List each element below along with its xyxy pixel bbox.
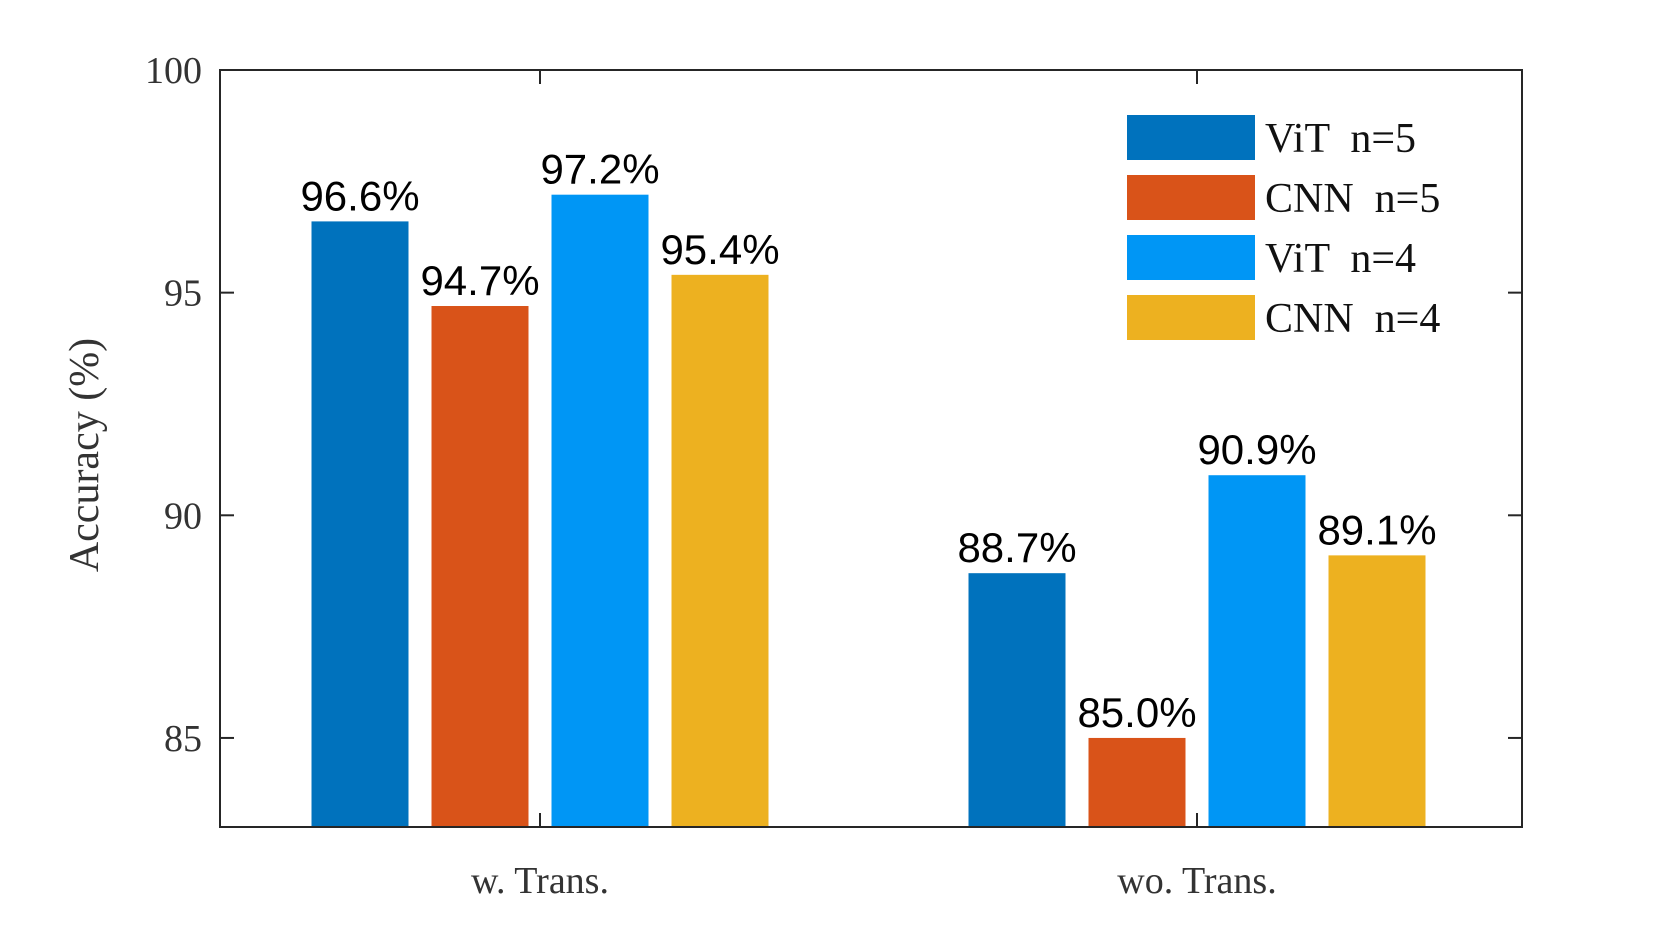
y-axis-title: Accuracy (%) [62,338,108,572]
data-label: 85.0% [1077,689,1196,736]
y-tick-label: 90 [164,495,202,537]
x-tick-labels-group: w. Trans. wo. Trans. [471,860,1277,902]
data-label: 88.7% [957,524,1076,571]
bar [431,306,529,828]
bar [968,573,1066,827]
bar [1208,475,1306,827]
data-label: 95.4% [660,226,779,273]
bar [311,221,409,827]
bar [551,194,649,827]
data-label: 90.9% [1197,426,1316,473]
legend-swatch [1127,235,1255,280]
legend-swatch [1127,175,1255,220]
y-tick-label: 100 [145,50,202,92]
y-tick-label: 95 [164,273,202,315]
bar [1088,737,1186,827]
bar [671,274,769,827]
bar [1328,555,1426,827]
legend: ViT n=5 CNN n=5 ViT n=4 CNN n=4 [1127,115,1440,342]
legend-label: CNN n=5 [1265,176,1440,222]
data-label: 94.7% [420,257,539,304]
bars-group [311,194,1426,828]
y-tick-labels-group: 85 90 95 100 [145,50,202,760]
legend-label: CNN n=4 [1265,296,1440,342]
data-label: 89.1% [1317,506,1436,553]
y-tick-label: 85 [164,718,202,760]
plot-frame [219,69,1523,828]
data-labels-group: 96.6% 88.7% 94.7% 85.0% 97.2% 90.9% 95.4% 89.1% [300,146,1436,736]
axis-ticks-group [220,69,1522,827]
x-tick-label: w. Trans. [471,860,609,902]
legend-label: ViT n=5 [1265,116,1416,162]
data-label: 96.6% [300,172,419,219]
x-tick-label: wo. Trans. [1117,860,1276,902]
data-label: 97.2% [540,146,659,193]
legend-swatch [1127,115,1255,160]
legend-label: ViT n=4 [1265,236,1416,282]
legend-swatch [1127,295,1255,340]
